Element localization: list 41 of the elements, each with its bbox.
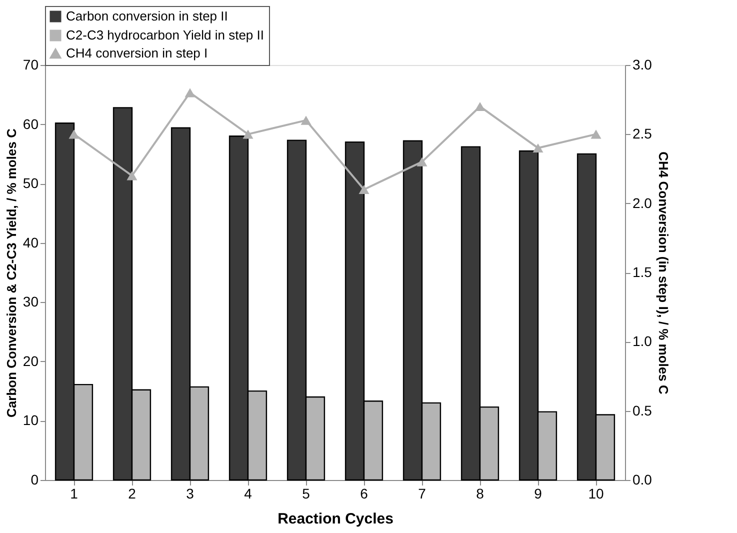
y2-tick-label: 0.0 <box>632 472 652 488</box>
point <box>184 88 196 98</box>
x-tick-label: 4 <box>244 486 252 502</box>
point <box>590 130 602 139</box>
y-tick-label: 40 <box>22 234 39 250</box>
x-tick-label: 6 <box>360 486 368 502</box>
y-tick-label: 20 <box>22 352 39 369</box>
y-tick-label: 50 <box>22 175 39 192</box>
x-tick-label: 7 <box>418 486 426 502</box>
y-tick-label: 60 <box>22 116 39 132</box>
y2-axis-title: CH4 Conversion (in step I), / % moles C <box>656 152 671 395</box>
x-tick-label: 5 <box>302 486 310 502</box>
y2-tick-label: 1.5 <box>632 264 652 280</box>
y2-tick-label: 1.0 <box>632 333 652 350</box>
y-axis-title: Carbon Conversion & C2-C3 Yield, / % moles C <box>4 128 19 418</box>
x-tick-label: 1 <box>70 486 78 502</box>
y2-tick-label: 2.5 <box>632 126 652 142</box>
legend-label: C2-C3 hydrocarbon Yield in step II <box>66 28 264 42</box>
point <box>416 157 428 166</box>
y2-tick-label: 2.0 <box>632 194 652 211</box>
y-tick-label: 10 <box>22 412 39 428</box>
y-tick-label: 70 <box>22 56 39 72</box>
x-tick-label: 9 <box>534 486 542 502</box>
point <box>358 184 370 194</box>
y2-tick-label: 0.5 <box>632 402 652 418</box>
x-tick-label: 10 <box>588 486 604 502</box>
y-tick-label: 30 <box>22 294 39 310</box>
x-tick-label: 3 <box>186 486 194 502</box>
point <box>126 171 138 180</box>
point <box>474 102 486 112</box>
x-axis-title: Reaction Cycles <box>278 510 394 528</box>
x-tick-label: 8 <box>476 486 484 502</box>
legend-label: Carbon conversion in step II <box>66 8 228 24</box>
point <box>68 130 80 139</box>
y-tick-label: 0 <box>30 472 39 488</box>
point <box>300 116 312 125</box>
legend-label: CH4 conversion in step I <box>66 46 208 60</box>
point <box>242 130 254 139</box>
point <box>532 143 544 153</box>
x-tick-label: 2 <box>128 486 136 502</box>
y2-tick-label: 3.0 <box>632 56 652 72</box>
